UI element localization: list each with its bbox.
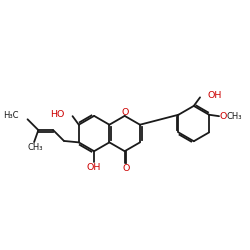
- Text: CH₃: CH₃: [28, 143, 43, 152]
- Text: O: O: [122, 164, 130, 173]
- Text: O: O: [122, 108, 129, 117]
- Text: OH: OH: [207, 92, 222, 100]
- Text: HO: HO: [50, 110, 64, 119]
- Text: H₃C: H₃C: [3, 112, 18, 120]
- Text: O: O: [220, 112, 227, 121]
- Text: CH₃: CH₃: [227, 112, 242, 121]
- Text: OH: OH: [86, 163, 101, 172]
